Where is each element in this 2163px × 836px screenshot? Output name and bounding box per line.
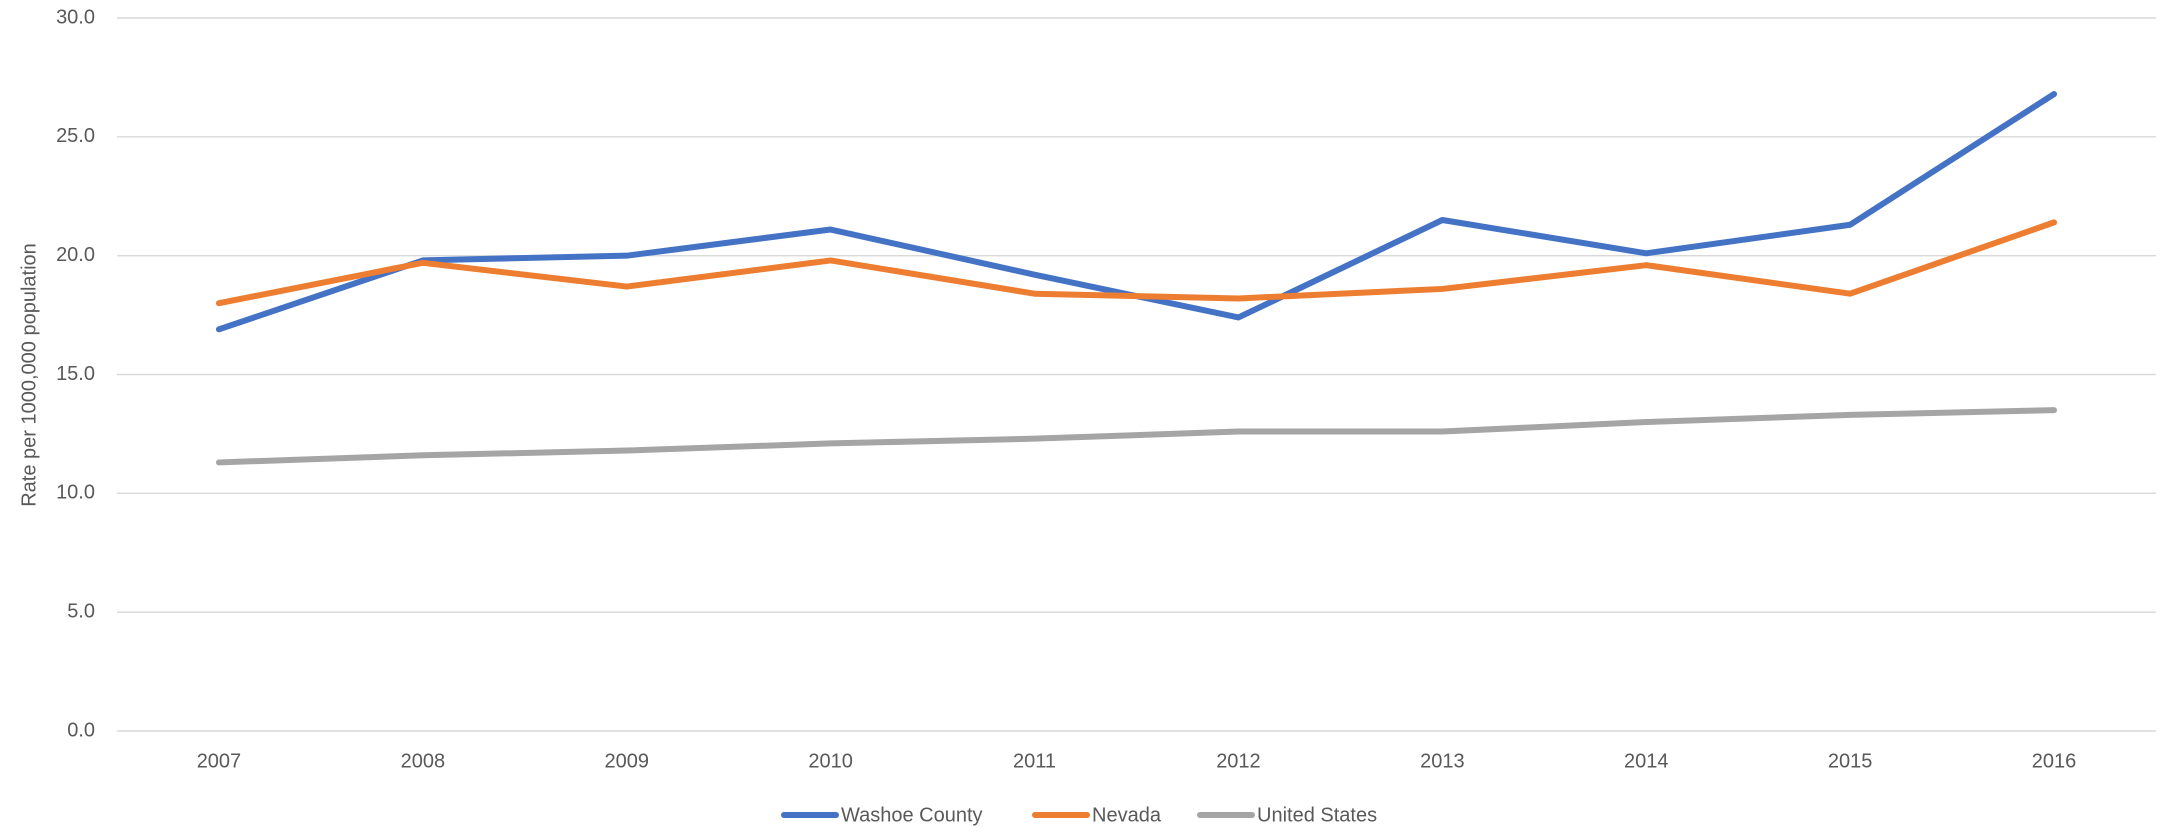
- x-tick-label: 2016: [2032, 750, 2077, 772]
- x-tick-label: 2011: [1013, 750, 1056, 772]
- y-tick-label: 10.0: [56, 482, 95, 504]
- legend-label: United States: [1257, 804, 1377, 826]
- y-tick-label: 20.0: [56, 244, 95, 266]
- legend-label: Washoe County: [841, 804, 983, 826]
- x-tick-label: 2015: [1828, 750, 1873, 772]
- x-tick-label: 2013: [1420, 750, 1465, 772]
- x-tick-label: 2010: [808, 750, 853, 772]
- series-line: [215, 219, 2058, 307]
- x-tick-label: 2014: [1624, 750, 1669, 772]
- y-tick-label: 15.0: [56, 363, 95, 385]
- y-tick-label: 25.0: [56, 125, 95, 147]
- x-tick-label: 2012: [1216, 750, 1261, 772]
- x-tick-label: 2007: [197, 750, 242, 772]
- y-tick-label: 5.0: [67, 600, 95, 622]
- legend-label: Nevada: [1092, 804, 1162, 826]
- y-tick-label: 30.0: [56, 6, 95, 28]
- x-tick-label: 2009: [605, 750, 650, 772]
- x-tick-label: 2008: [401, 750, 446, 772]
- y-tick-label: 0.0: [67, 719, 95, 741]
- series-line: [215, 407, 2058, 466]
- y-axis-title: Rate per 1000,000 population: [18, 243, 40, 507]
